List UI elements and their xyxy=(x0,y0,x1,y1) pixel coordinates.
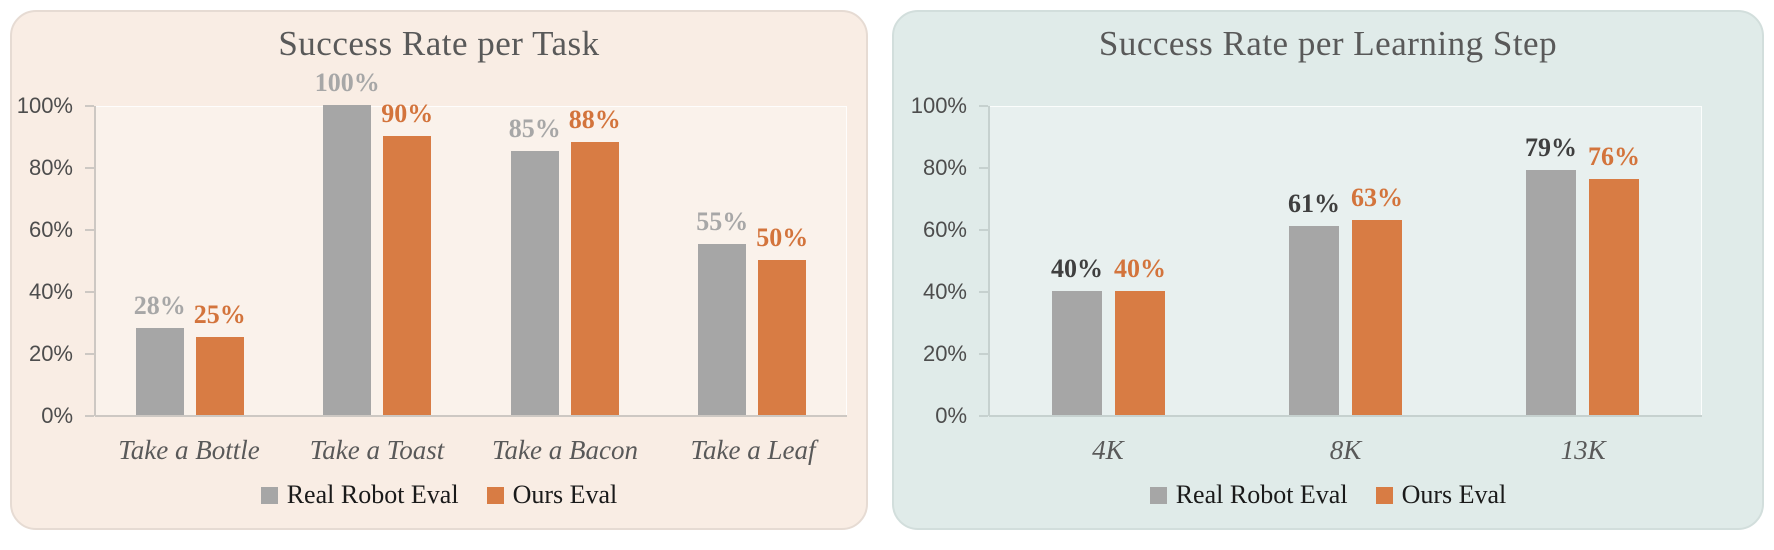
x-axis-category-label: 13K xyxy=(1560,435,1606,465)
bar-ours-eval: 76% xyxy=(1588,142,1640,415)
legend-task: Real Robot Eval Ours Eval xyxy=(12,480,866,510)
x-axis-category-row: Take a Bottle Take a Toast Take a Bacon Tak… xyxy=(95,434,847,466)
bar-ours-eval: 63% xyxy=(1351,183,1403,415)
bar-value-label: 25% xyxy=(193,300,246,329)
legend-swatch-orange-icon xyxy=(486,486,504,504)
legend-learning-step: Real Robot Eval Ours Eval xyxy=(894,480,1762,510)
bar-ours-eval: 90% xyxy=(381,99,433,415)
x-axis-line xyxy=(95,415,847,417)
y-axis-line xyxy=(988,106,990,416)
bar-group-take-a-bottle: 28% 25% xyxy=(96,107,284,415)
legend-item-ours-eval: Ours Eval xyxy=(486,480,618,510)
legend-label-ours-eval: Ours Eval xyxy=(1401,480,1507,509)
y-axis-tick xyxy=(979,167,988,169)
y-axis-tick-label: 40% xyxy=(922,279,967,304)
x-axis-category-label: Take a Bottle xyxy=(118,435,260,465)
plot-area: 40% 40% 61% 63% 79% 76% xyxy=(989,106,1702,416)
bar-value-label: 85% xyxy=(508,114,561,143)
y-axis-line xyxy=(94,106,96,416)
legend-swatch-gray-icon xyxy=(1149,486,1167,504)
y-axis-tick-label: 20% xyxy=(922,341,967,366)
y-axis-tick xyxy=(979,105,988,107)
bar-value-label: 40% xyxy=(1114,254,1166,283)
legend-label-ours-eval: Ours Eval xyxy=(512,480,618,509)
legend-item-real-robot-eval: Real Robot Eval xyxy=(1149,480,1348,510)
y-axis-tick xyxy=(979,229,988,231)
bar-real-robot-eval: 55% xyxy=(696,207,748,415)
panel-success-rate-per-learning-step: Success Rate per Learning Step 40% 40% 61%… xyxy=(892,10,1764,530)
bar-real-robot-eval: 100% xyxy=(315,68,380,415)
bar-real-robot-eval: 28% xyxy=(134,291,186,415)
y-axis-tick xyxy=(979,353,988,355)
legend-item-ours-eval: Ours Eval xyxy=(1375,480,1507,510)
bar-chart-task: 28% 25% 100% 90% 85% 88% 55% 50% 0% 20% 40% 60% 80% 1… xyxy=(12,12,866,528)
bar-ours-eval: 40% xyxy=(1114,254,1166,415)
legend-swatch-orange-icon xyxy=(1375,486,1393,504)
panel-success-rate-per-task: Success Rate per Task 28% 25% 100% 90% 85% 88… xyxy=(10,10,868,530)
legend-label-real-robot-eval: Real Robot Eval xyxy=(286,480,459,509)
bar-real-robot-eval: 61% xyxy=(1288,189,1340,415)
legend-label-real-robot-eval: Real Robot Eval xyxy=(1175,480,1348,509)
y-axis-tick-label: 20% xyxy=(28,341,73,366)
y-axis-tick-label: 0% xyxy=(935,403,967,428)
legend-swatch-gray-icon xyxy=(260,486,278,504)
bar-group-take-a-leaf: 55% 50% xyxy=(659,107,847,415)
bar-value-label: 28% xyxy=(133,291,186,320)
y-axis-tick-label: 80% xyxy=(922,155,967,180)
bar-chart-learning-step: 40% 40% 61% 63% 79% 76% 0% 20% 40% 60% 80% 100% 4K 8K… xyxy=(894,12,1762,528)
y-axis-tick xyxy=(85,167,94,169)
bar-ours-eval: 88% xyxy=(569,105,621,415)
bar-value-label: 79% xyxy=(1525,133,1577,162)
x-axis-category-label: Take a Leaf xyxy=(690,435,816,465)
bar-value-label: 61% xyxy=(1288,189,1340,218)
bar-value-label: 55% xyxy=(696,207,749,236)
bar-value-label: 88% xyxy=(568,105,621,134)
bar-value-label: 40% xyxy=(1051,254,1103,283)
y-axis-tick-label: 100% xyxy=(910,93,967,118)
x-axis-category-row: 4K 8K 13K xyxy=(989,434,1702,466)
bar-ours-eval: 25% xyxy=(194,300,246,415)
bar-group-8k: 61% 63% xyxy=(1227,107,1464,415)
bar-value-label: 50% xyxy=(756,223,809,252)
y-axis-tick-label: 40% xyxy=(28,279,73,304)
x-axis-category-label: Take a Toast xyxy=(309,435,445,465)
y-axis-tick-label: 60% xyxy=(922,217,967,242)
bar-real-robot-eval: 85% xyxy=(509,114,561,415)
y-axis-tick xyxy=(979,291,988,293)
y-axis-tick xyxy=(85,105,94,107)
chart-title-task: Success Rate per Task xyxy=(278,24,600,63)
y-axis-tick xyxy=(85,229,94,231)
bar-group-take-a-toast: 100% 90% xyxy=(284,68,472,415)
x-axis-category-label: Take a Bacon xyxy=(492,435,638,465)
y-axis-tick xyxy=(85,415,94,417)
plot-area: 28% 25% 100% 90% 85% 88% 55% 50% xyxy=(95,68,847,416)
bar-real-robot-eval: 40% xyxy=(1051,254,1103,415)
bar-ours-eval: 50% xyxy=(756,223,808,415)
bar-value-label: 90% xyxy=(381,99,434,128)
bar-group-take-a-bacon: 85% 88% xyxy=(471,105,659,415)
bar-value-label: 76% xyxy=(1588,142,1640,171)
y-axis-tick-label: 100% xyxy=(16,93,73,118)
y-axis-tick-label: 80% xyxy=(28,155,73,180)
bar-real-robot-eval: 79% xyxy=(1525,133,1577,415)
x-axis-line xyxy=(989,415,1702,417)
bar-value-label: 63% xyxy=(1351,183,1403,212)
y-axis-tick-label: 0% xyxy=(41,403,73,428)
y-axis-tick xyxy=(979,415,988,417)
bar-group-13k: 79% 76% xyxy=(1464,107,1701,415)
legend-item-real-robot-eval: Real Robot Eval xyxy=(260,480,459,510)
bar-value-label: 100% xyxy=(314,68,380,97)
y-axis-tick xyxy=(85,291,94,293)
y-axis-tick-label: 60% xyxy=(28,217,73,242)
bar-group-4k: 40% 40% xyxy=(990,107,1227,415)
x-axis-category-label: 4K xyxy=(1092,435,1124,465)
x-axis-category-label: 8K xyxy=(1329,435,1362,465)
y-axis-tick xyxy=(85,353,94,355)
chart-title-learning-step: Success Rate per Learning Step xyxy=(1098,24,1558,63)
